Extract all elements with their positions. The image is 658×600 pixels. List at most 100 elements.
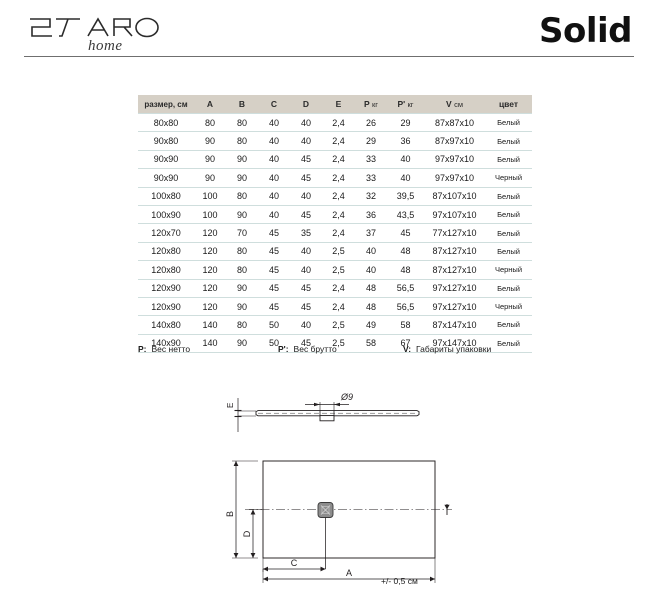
cell-color: Черный — [485, 168, 532, 188]
cell-v: 97x107x10 — [424, 205, 485, 225]
th-p-symbol: P — [364, 99, 370, 109]
cell-v: 87x147x10 — [424, 315, 485, 335]
table-row: 140x90 140 90 50 45 2,5 58 67 97x147x10 Белый — [138, 334, 532, 354]
cell-v: 87x107x10 — [424, 187, 485, 206]
table-row: 100x80 100 80 40 40 2,4 32 39,5 87x107x10 Белый — [138, 187, 532, 206]
cell-d: 45 — [290, 168, 322, 188]
cell-a: 120 — [194, 242, 226, 262]
cell-a: 120 — [194, 260, 226, 280]
plan-view-drain-y-label: D — [242, 530, 252, 537]
cell-d: 40 — [290, 131, 322, 151]
cell-c: 40 — [258, 168, 290, 188]
cell-color: Белый — [485, 205, 532, 225]
spec-table: размер, см A B C D E P кг P' кг V см цве… — [138, 95, 532, 354]
cell-e: 2,4 — [322, 131, 355, 151]
cell-d: 40 — [290, 315, 322, 335]
cell-size: 100x80 — [138, 187, 194, 206]
cell-size: 140x90 — [138, 334, 194, 354]
cell-c: 40 — [258, 112, 290, 133]
plan-view-drain-x-label: C — [291, 558, 298, 568]
th-a: A — [194, 95, 226, 114]
cell-pg: 40 — [387, 150, 424, 170]
cell-c: 40 — [258, 150, 290, 170]
table-row: 120x90 120 90 45 45 2,4 48 56,5 97x127x10 Черный — [138, 297, 532, 317]
cell-color: Белый — [485, 223, 532, 243]
cell-pg: 43,5 — [387, 205, 424, 225]
cell-v: 97x97x10 — [424, 168, 485, 188]
cell-size: 120x70 — [138, 223, 194, 243]
cell-color: Белый — [485, 112, 532, 133]
legend-text-package-dims: Габариты упаковки — [416, 344, 492, 354]
cell-b: 80 — [226, 260, 258, 280]
cell-p: 48 — [355, 297, 387, 317]
cell-e: 2,4 — [322, 223, 355, 243]
cell-pg: 67 — [387, 334, 424, 354]
cell-size: 90x90 — [138, 150, 194, 170]
cell-a: 90 — [194, 168, 226, 188]
cell-color: Белый — [485, 279, 532, 298]
table-row: 100x90 100 90 40 45 2,4 36 43,5 97x107x10 Белый — [138, 205, 532, 225]
cell-d: 45 — [290, 205, 322, 225]
cell-pg: 48 — [387, 260, 424, 280]
legend-text-net-weight: Вес нетто — [151, 344, 191, 354]
cell-e: 2,4 — [322, 205, 355, 225]
cell-color: Белый — [485, 315, 532, 335]
th-volume-symbol: V — [446, 99, 452, 109]
plan-view-width-label: A — [346, 568, 352, 578]
cell-d: 40 — [290, 260, 322, 280]
cell-d: 45 — [290, 150, 322, 170]
cell-a: 90 — [194, 131, 226, 151]
cell-a: 120 — [194, 223, 226, 243]
cell-c: 40 — [258, 187, 290, 206]
cell-e: 2,5 — [322, 315, 355, 335]
cell-c: 50 — [258, 334, 290, 354]
cell-e: 2,5 — [322, 260, 355, 280]
legend-text-gross-weight: Вес брутто — [293, 344, 337, 354]
cell-b: 80 — [226, 315, 258, 335]
cell-p: 33 — [355, 150, 387, 170]
cell-color: Белый — [485, 242, 532, 262]
cell-v: 97x97x10 — [424, 150, 485, 170]
cell-p: 37 — [355, 223, 387, 243]
cell-b: 90 — [226, 205, 258, 225]
cell-color: Белый — [485, 150, 532, 170]
th-volume-unit: см — [454, 100, 463, 109]
cell-b: 90 — [226, 334, 258, 354]
th-d: D — [290, 95, 322, 114]
legend-key-v: V: — [403, 344, 412, 354]
th-size: размер, см — [138, 95, 194, 114]
table-row: 90x90 90 90 40 45 2,4 33 40 97x97x10 Белый — [138, 150, 532, 170]
cell-b: 80 — [226, 112, 258, 133]
cell-c: 45 — [258, 260, 290, 280]
page-header: home Solid — [0, 0, 658, 62]
table-row: 120x70 120 70 45 35 2,4 37 45 77x127x10 Белый — [138, 223, 532, 243]
cell-size: 90x80 — [138, 131, 194, 151]
drawings-svg: E Ø9 — [225, 392, 452, 583]
cell-b: 90 — [226, 150, 258, 170]
cell-b: 80 — [226, 242, 258, 262]
spec-table-body: 80x80 80 80 40 40 2,4 26 29 87x87x10 Белый 90x80 90… — [138, 112, 532, 354]
brand-logo: home — [26, 13, 176, 53]
cell-b: 80 — [226, 131, 258, 151]
table-row: 80x80 80 80 40 40 2,4 26 29 87x87x10 Белый — [138, 112, 532, 133]
cell-pg: 58 — [387, 315, 424, 335]
cell-a: 100 — [194, 187, 226, 206]
legend-key-p-gross: P': — [278, 344, 289, 354]
cell-e: 2,4 — [322, 297, 355, 317]
legend-item-package-dims: V: Габариты упаковки — [403, 344, 491, 354]
cell-color: Черный — [485, 260, 532, 280]
side-view-height-label: E — [226, 403, 235, 408]
cell-color: Белый — [485, 131, 532, 151]
cell-e: 2,4 — [322, 168, 355, 188]
cell-a: 90 — [194, 150, 226, 170]
cell-p: 26 — [355, 112, 387, 133]
cell-size: 100x90 — [138, 205, 194, 225]
cell-size: 120x90 — [138, 297, 194, 317]
cell-pg: 48 — [387, 242, 424, 262]
table-row: 140x80 140 80 50 40 2,5 49 58 87x147x10 Белый — [138, 315, 532, 335]
table-row: 90x90 90 90 40 45 2,4 33 40 97x97x10 Черный — [138, 168, 532, 188]
table-row: 120x80 120 80 45 40 2,5 40 48 87x127x10 Белый — [138, 242, 532, 262]
cell-c: 50 — [258, 315, 290, 335]
cell-p: 32 — [355, 187, 387, 206]
cell-size: 120x80 — [138, 242, 194, 262]
